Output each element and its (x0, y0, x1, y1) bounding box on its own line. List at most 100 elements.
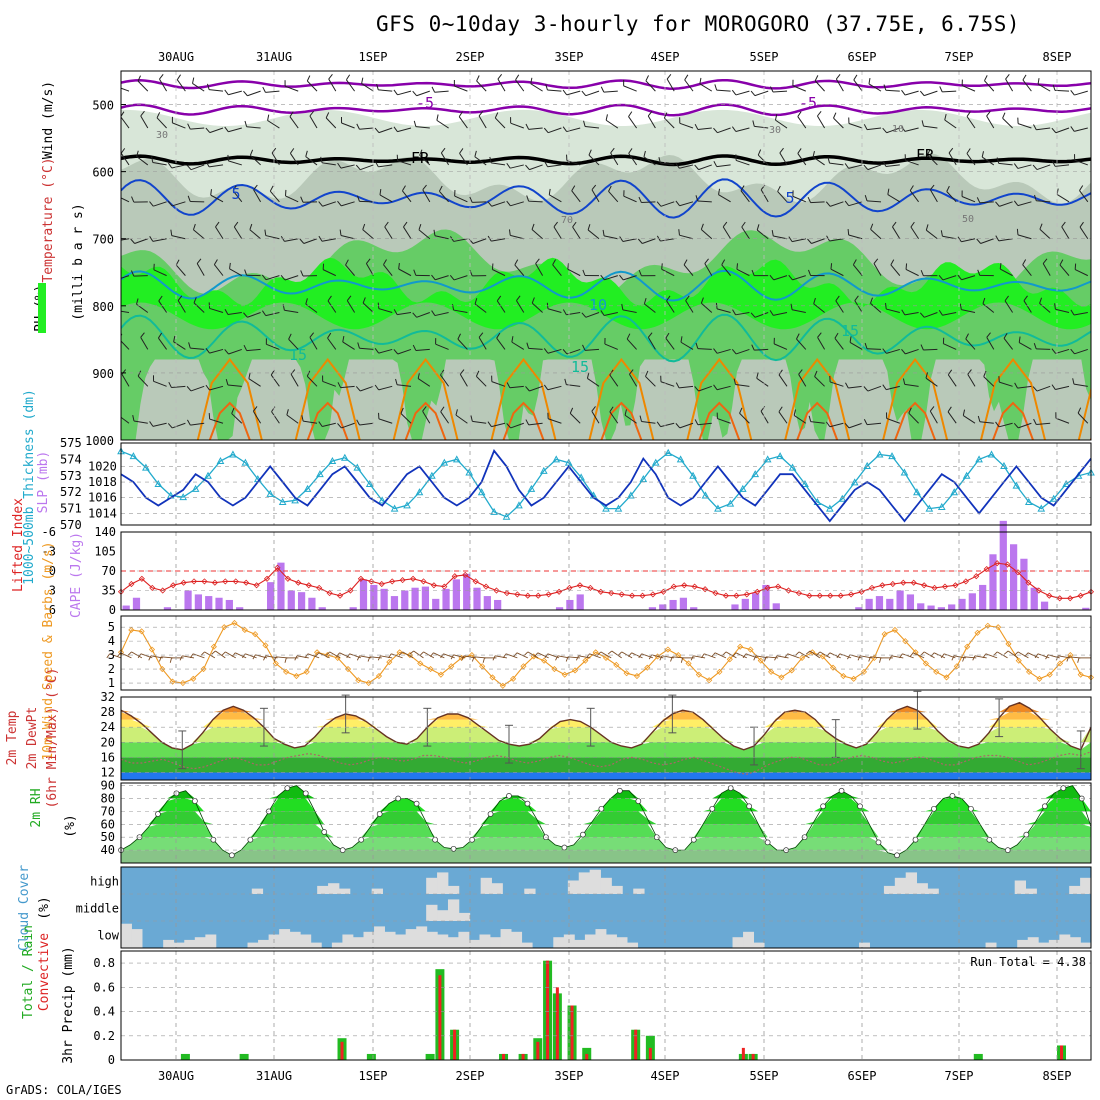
lifted-index-point (649, 591, 657, 598)
wind-barb (829, 422, 844, 428)
wind-barb (288, 333, 292, 340)
wind-barb-10m (586, 653, 590, 659)
lifted-index-point (524, 592, 531, 599)
wind-barb (645, 80, 656, 92)
wind-barb (909, 190, 920, 203)
isotherm-20 (588, 357, 655, 440)
wind-barb (883, 84, 887, 91)
isotherm-label: 50 (962, 214, 974, 225)
wind-barb (438, 185, 443, 192)
wind-barb (346, 79, 356, 92)
wind-barb (261, 274, 267, 281)
wind-barb (509, 385, 524, 389)
wind-barb (265, 90, 280, 93)
wind-barb (986, 337, 995, 350)
wind-barb (506, 162, 511, 169)
wind-barb (543, 384, 549, 391)
wind-barb (890, 264, 901, 276)
wind-barb (243, 90, 248, 97)
lifted-index-point (806, 592, 813, 599)
wind-barb-10m (555, 655, 559, 661)
wind-barb-10m (742, 653, 747, 659)
lifted-index-point (889, 580, 896, 588)
wind-speed-point (148, 646, 156, 653)
lifted-index-point (816, 592, 823, 599)
wind-barb-10m (325, 651, 330, 656)
wind-barb (961, 85, 976, 92)
wind-barb-10m (638, 653, 643, 659)
lifted-index-point (587, 584, 594, 591)
cape-bar (267, 582, 275, 610)
wind-barb (440, 369, 445, 376)
wind-barb (814, 370, 818, 377)
wind-barb (829, 381, 844, 387)
wind-barb (948, 147, 954, 154)
isotherm-25 (404, 401, 447, 440)
wind-barb-10m (891, 655, 904, 659)
wind-barb (552, 264, 562, 276)
wind-barb (489, 156, 492, 163)
wind-barb (253, 184, 258, 191)
wind-barb (225, 379, 229, 386)
wind-barb (683, 264, 694, 276)
wind-barb-10m (443, 653, 455, 659)
wind-barb (1074, 159, 1088, 166)
wind-barb-10m (235, 652, 247, 659)
wind-speed-point (644, 664, 651, 671)
wind-barb (290, 374, 299, 387)
cloud-low-bar (426, 931, 438, 948)
wind-barb (171, 235, 186, 240)
cloud-high-bar (317, 885, 329, 894)
thickness-point (664, 448, 673, 456)
wind-barb (713, 161, 718, 167)
wind-barb (740, 190, 750, 203)
thickness-point (763, 455, 772, 463)
cloud-low-bar (1038, 942, 1050, 948)
wind-barb (158, 337, 168, 350)
wind-barb (996, 157, 1000, 164)
wind-barb (713, 348, 718, 354)
panel-frame-wind (120, 615, 1092, 691)
slp-tick: 1016 (88, 491, 117, 505)
cloud-level-low: low (97, 929, 119, 943)
wind-barb (885, 89, 900, 92)
wind-barb (491, 162, 506, 166)
wind-barb-10m (182, 655, 195, 659)
wind-barb (683, 259, 688, 266)
precip-tick: 0.2 (93, 1029, 115, 1043)
wind-barb (355, 386, 361, 392)
wind-barb (798, 374, 807, 387)
wind-tick: 5 (108, 620, 115, 634)
wind-barb (666, 78, 675, 92)
wind-barb (359, 347, 374, 350)
precip-convective-bar (741, 1047, 745, 1060)
slp-tick: 1018 (88, 475, 117, 489)
wind-barb (666, 74, 672, 80)
wind-barb (624, 409, 627, 416)
wind-barb (562, 89, 568, 96)
thickness-point (365, 479, 374, 487)
wind-barb (531, 297, 535, 304)
wind-barb (825, 421, 831, 428)
wind-barb (1033, 418, 1037, 425)
isotherm-25 (502, 401, 545, 440)
wind-barb (121, 310, 130, 314)
thickness-point (241, 458, 250, 466)
rh2m-point (376, 811, 383, 817)
cape-bar (1082, 607, 1090, 610)
wind-barb-10m (116, 652, 121, 657)
wind-barb-10m (109, 653, 122, 659)
wind-barb (661, 263, 663, 270)
wind-barb (322, 380, 336, 387)
wind-barb (923, 348, 938, 351)
wind-barb (788, 274, 793, 281)
wind-barb (378, 385, 393, 391)
wind-barb (587, 224, 591, 231)
wind-barb-10m (534, 652, 539, 657)
wind-barb (280, 275, 286, 281)
wind-barb (449, 274, 455, 281)
thickness-point (341, 453, 349, 461)
cloud-low-bar (490, 937, 501, 948)
wind-speed-point (551, 665, 558, 673)
wind-barb (735, 90, 750, 96)
